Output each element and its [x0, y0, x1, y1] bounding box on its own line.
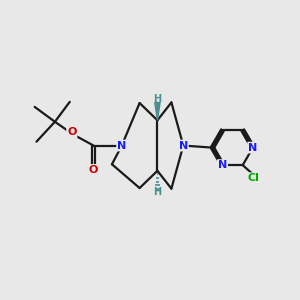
Polygon shape [155, 102, 160, 120]
Text: O: O [67, 127, 76, 137]
Text: H: H [153, 94, 161, 104]
Text: N: N [179, 140, 188, 151]
Text: N: N [248, 142, 257, 153]
Text: N: N [218, 160, 227, 170]
Text: H: H [153, 187, 161, 196]
Text: N: N [117, 140, 126, 151]
Text: O: O [89, 165, 98, 175]
Text: Cl: Cl [247, 173, 259, 183]
